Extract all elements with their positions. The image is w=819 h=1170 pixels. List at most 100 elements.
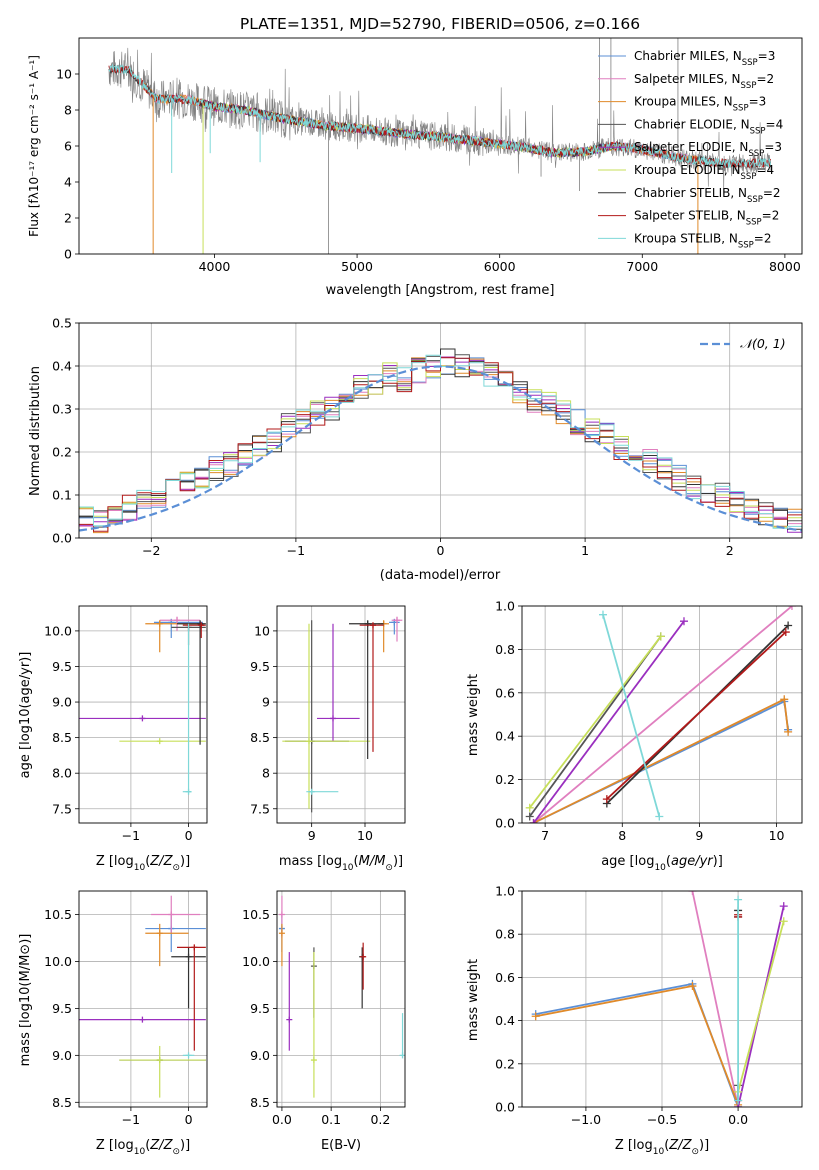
weight-vs-age-xtick-label: 10 xyxy=(769,828,785,843)
point-marker-salpeter-miles xyxy=(174,617,181,624)
mass-weight-line-kroupa-elodie xyxy=(737,920,785,1093)
weight-vs-age-xtick-label: 8 xyxy=(618,828,626,843)
point-marker-chabrier-stelib xyxy=(364,620,371,627)
mass-weight-line-salpeter-stelib xyxy=(606,631,787,800)
point-marker-kroupa-stelib xyxy=(399,1052,405,1059)
spectrum-ylabel: Flux [fλ10⁻¹⁷ erg cm⁻² s⁻¹ A⁻¹] xyxy=(27,55,41,237)
mass-weight-line-salpeter-miles xyxy=(533,606,793,823)
weight-vs-Z-ytick-label: 0.0 xyxy=(495,1100,515,1115)
mass-weight-line-salpeter-miles xyxy=(691,891,739,1107)
mass-vs-Z-panel: mass [log10(M/M⊙)] −1 0 8.5 9.0 9.5 10.0 10.5 Z… xyxy=(18,890,208,1157)
spectrum-axes-frame xyxy=(78,37,803,255)
age-vs-mass-axes-frame xyxy=(276,605,406,824)
age-vs-Z-plot-area xyxy=(79,616,206,795)
weight-vs-Z-axes-frame xyxy=(521,890,803,1108)
mass-vs-Z-xtick-label: 0 xyxy=(185,1112,193,1127)
spectrum-ytick-label: 4 xyxy=(64,175,72,190)
mass-vs-Z-xlabel: Z [log10(Z/Z⊙)] xyxy=(96,1138,190,1157)
residuals-xtick-label: −2 xyxy=(142,543,160,558)
spectrum-ytick-label: 0 xyxy=(64,247,72,262)
mass-vs-ebv-ytick-label: 8.5 xyxy=(250,1095,270,1110)
point-marker-salpeter-stelib xyxy=(191,944,198,951)
mass-weight-marker-salpeter-miles xyxy=(688,891,697,895)
residuals-ytick-label: 0.0 xyxy=(52,531,72,546)
point-marker-salpeter-elodie xyxy=(286,1016,293,1023)
age-vs-mass-ytick-label: 8 xyxy=(262,766,270,781)
mass-weight-line-kroupa-stelib xyxy=(602,614,661,817)
legend-label-chabrier-miles: Chabrier MILES, NSSP=3 xyxy=(634,49,775,68)
weight-vs-age-xtick-label: 7 xyxy=(541,828,549,843)
mass-vs-ebv-ytick-label: 9.5 xyxy=(250,1001,270,1016)
spectrum-ytick-label: 2 xyxy=(64,211,72,226)
mass-vs-ebv-ytick-label: 9.0 xyxy=(250,1048,270,1063)
mass-weight-marker-kroupa-miles xyxy=(688,982,697,991)
mass-vs-ebv-panel: 0.0 0.1 0.2 8.5 9.0 9.5 10.0 10.5 E(B-V) xyxy=(242,890,406,1153)
mass-weight-line-kroupa-elodie xyxy=(528,635,662,809)
mass-weight-marker-salpeter-elodie xyxy=(679,617,688,626)
age-vs-mass-ytick-label: 8.5 xyxy=(250,730,270,745)
mass-vs-ebv-xlabel: E(B-V) xyxy=(321,1138,361,1153)
mass-weight-marker-kroupa-stelib xyxy=(598,610,607,619)
weight-vs-age-plot-area xyxy=(525,606,796,823)
weight-vs-Z-ytick-label: 0.4 xyxy=(495,1013,515,1028)
legend-label-chabrier-elodie: Chabrier ELODIE, NSSP=4 xyxy=(634,117,783,136)
spectrum-panel: wavelength [Angstrom, rest frame] Flux [… xyxy=(27,37,803,298)
spectrum-xtick-label: 4000 xyxy=(199,259,231,274)
age-vs-mass-plot-area xyxy=(282,616,403,813)
age-vs-mass-panel: 9 10 7.5 8 8.5 9 9.5 10 mass [log10(M/M⊙)] xyxy=(250,605,406,873)
point-marker-salpeter-elodie xyxy=(139,715,146,722)
mass-weight-marker-kroupa-elodie xyxy=(779,917,788,926)
mass-weight-marker-salpeter-stelib xyxy=(781,628,790,637)
weight-vs-age-axes-frame xyxy=(521,605,803,824)
age-vs-Z-ytick-label: 9.0 xyxy=(52,695,72,710)
mass-vs-ebv-plot-area xyxy=(278,895,405,1098)
age-vs-mass-xtick-label: 10 xyxy=(357,828,373,843)
age-vs-Z-axes-frame xyxy=(78,605,208,824)
mass-vs-ebv-xtick-label: 0.0 xyxy=(272,1112,292,1127)
age-vs-mass-ytick-label: 7.5 xyxy=(250,801,270,816)
residuals-xtick-label: 0 xyxy=(437,543,445,558)
mass-weight-marker-kroupa-stelib xyxy=(734,1096,743,1105)
weight-vs-Z-ytick-label: 0.2 xyxy=(495,1056,515,1071)
point-marker-chabrier-stelib xyxy=(185,953,192,960)
mass-vs-ebv-ytick-label: 10.0 xyxy=(242,954,270,969)
point-marker-kroupa-stelib xyxy=(185,788,192,795)
mass-weight-line-salpeter-elodie xyxy=(532,620,685,823)
residuals-xtick-label: −1 xyxy=(287,543,305,558)
mass-vs-ebv-xtick-label: 0.2 xyxy=(370,1112,390,1127)
weight-vs-age-ytick-label: 0.2 xyxy=(495,772,515,787)
weight-vs-Z-panel: mass weight −1.0 −0.5 0.0 0.0 0.2 0.4 0.6 0.8 1.… xyxy=(466,884,803,1157)
legend-label-salpeter-miles: Salpeter MILES, NSSP=2 xyxy=(634,72,774,91)
age-vs-Z-ytick-label: 8.5 xyxy=(52,730,72,745)
residuals-ytick-label: 0.1 xyxy=(52,488,72,503)
mass-weight-marker-chabrier-stelib xyxy=(784,621,793,630)
weight-vs-age-ytick-label: 0.8 xyxy=(495,642,515,657)
legend-label-kroupa-stelib: Kroupa STELIB, NSSP=2 xyxy=(634,231,772,250)
weight-vs-age-ytick-label: 0.6 xyxy=(495,685,515,700)
point-marker-kroupa-miles xyxy=(278,930,285,937)
point-marker-salpeter-elodie xyxy=(330,715,336,722)
point-marker-salpeter-miles xyxy=(168,911,175,918)
mass-weight-marker-kroupa-elodie xyxy=(525,803,534,812)
residuals-ytick-label: 0.2 xyxy=(52,445,72,460)
point-marker-kroupa-elodie xyxy=(310,1057,317,1064)
point-marker-kroupa-miles xyxy=(156,930,163,937)
mass-weight-marker-kroupa-stelib xyxy=(655,812,664,821)
residuals-legend: 𝒩(0, 1) xyxy=(700,336,786,351)
weight-vs-age-ytick-label: 0.0 xyxy=(495,816,515,831)
residuals-xtick-label: 2 xyxy=(726,543,734,558)
age-vs-Z-xtick-label: 0 xyxy=(185,828,193,843)
mass-weight-marker-salpeter-elodie xyxy=(779,902,788,911)
legend-label-kroupa-miles: Kroupa MILES, NSSP=3 xyxy=(634,95,766,114)
mass-vs-ebv-axes-frame xyxy=(276,890,406,1108)
point-marker-kroupa-elodie xyxy=(156,1057,163,1064)
spectrum-xtick-label: 8000 xyxy=(769,259,801,274)
point-marker-salpeter-stelib xyxy=(198,622,205,629)
age-vs-Z-xlabel: Z [log10(Z/Z⊙)] xyxy=(96,854,190,873)
weight-vs-age-ytick-label: 1.0 xyxy=(495,599,515,614)
mass-vs-ebv-ytick-label: 10.5 xyxy=(242,907,270,922)
age-vs-Z-ytick-label: 7.5 xyxy=(52,801,72,816)
spectrum-ytick-label: 6 xyxy=(64,139,72,154)
residual-histogram-kroupa-stelib xyxy=(79,354,802,529)
